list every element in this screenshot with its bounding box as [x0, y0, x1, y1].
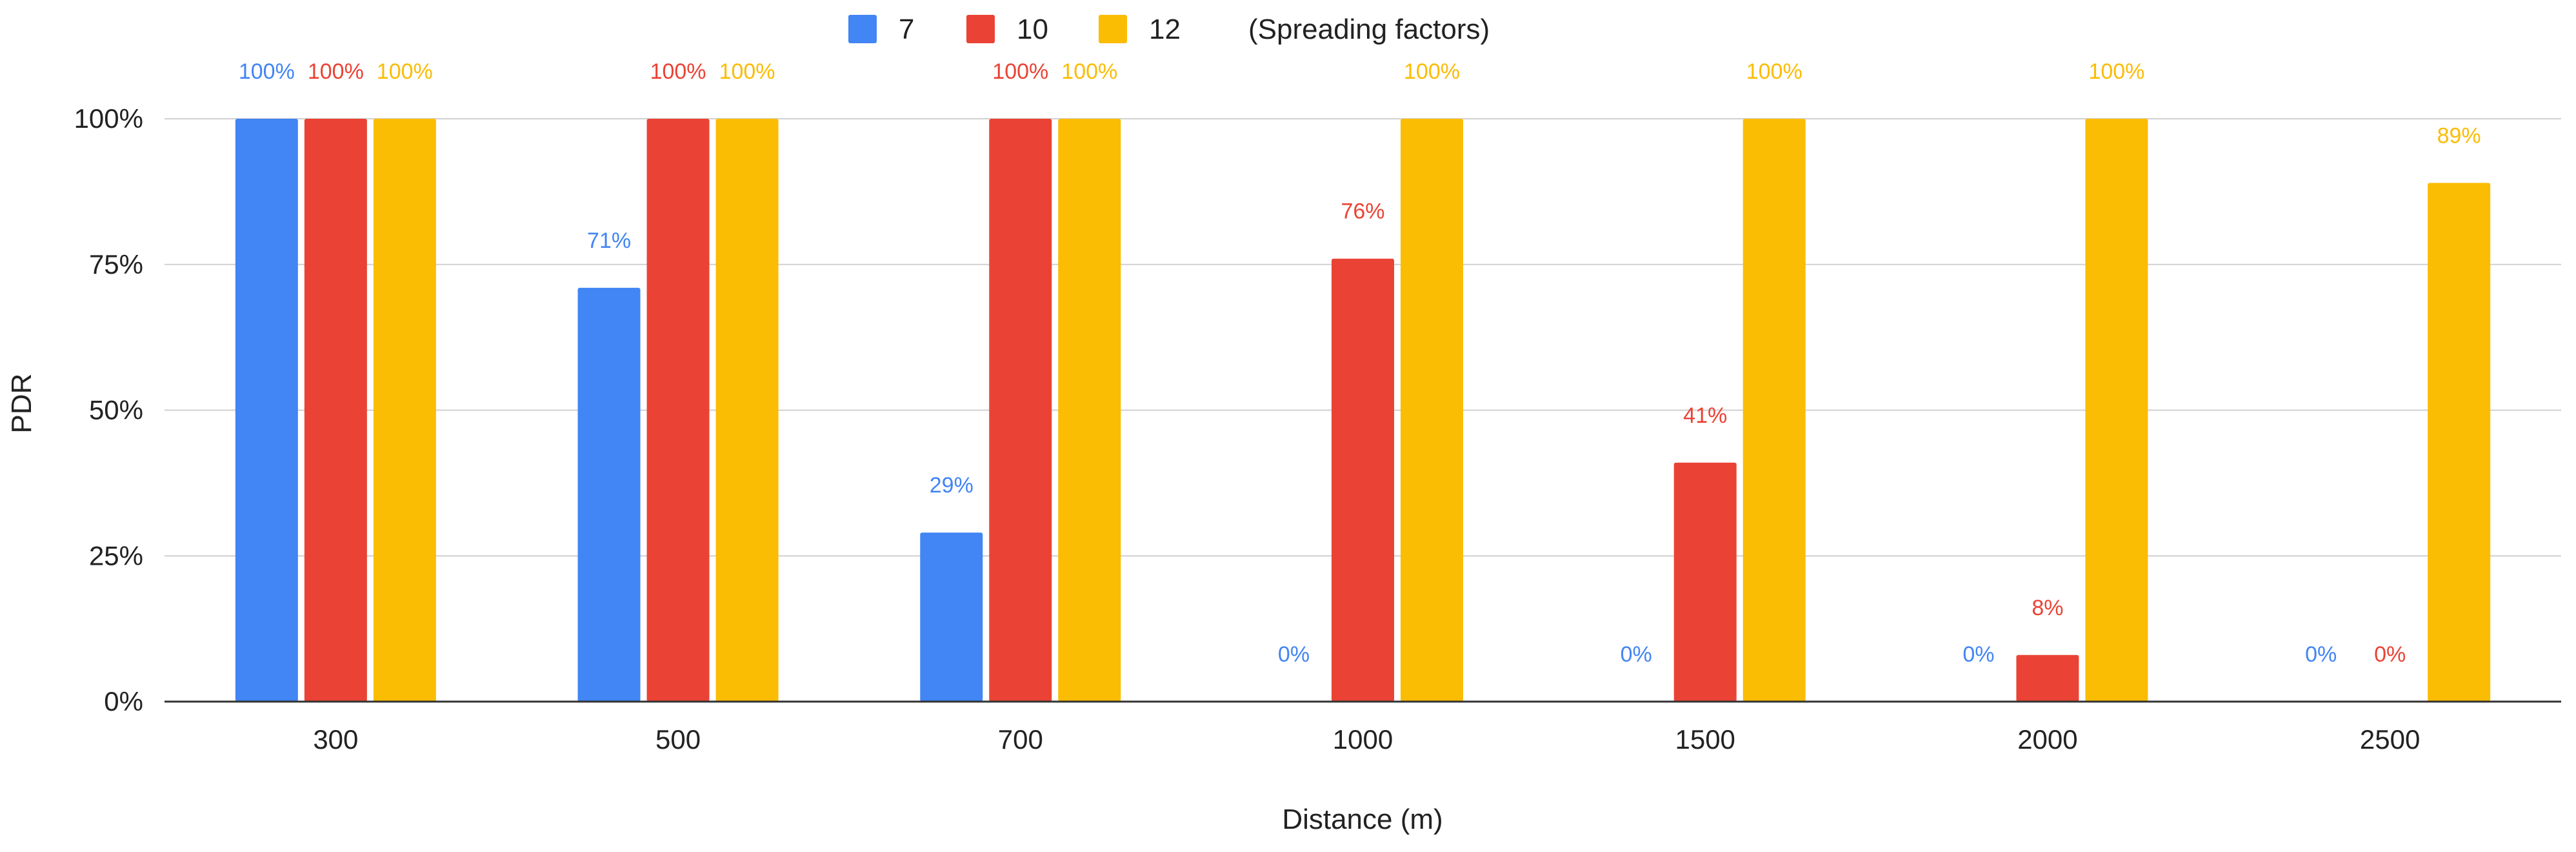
data-label-sf7-2000: 0%: [1962, 642, 1994, 667]
bar-sf7-700: [920, 532, 983, 702]
bar-sf10-700: [989, 119, 1052, 702]
data-label-sf12-1500: 100%: [1746, 59, 1802, 84]
bar-sf12-2500: [2428, 183, 2491, 702]
bar-sf7-500: [577, 287, 641, 702]
bar-sf12-1500: [1742, 119, 1806, 702]
bar-sf12-300: [373, 119, 436, 702]
y-tick-label: 50%: [89, 395, 143, 425]
x-tick-label: 2000: [2017, 724, 2077, 755]
y-axis-title: PDR: [6, 374, 37, 434]
data-label-sf12-1000: 100%: [1404, 59, 1460, 84]
data-label-sf10-2000: 8%: [2032, 596, 2063, 620]
y-tick-label: 75%: [89, 249, 143, 279]
y-tick-label: 100%: [74, 103, 143, 134]
legend-label-sf12: 12: [1149, 14, 1181, 45]
legend: 7 10 12 (Spreading factors): [848, 14, 1490, 45]
bar-sf12-700: [1058, 119, 1121, 702]
data-label-sf10-1000: 76%: [1341, 199, 1384, 224]
data-label-sf10-1500: 41%: [1683, 403, 1727, 428]
data-label-sf7-700: 29%: [930, 473, 973, 498]
data-label-sf12-2000: 100%: [2088, 59, 2144, 84]
bar-sf12-1000: [1401, 119, 1463, 702]
bar-sf10-500: [646, 119, 710, 702]
data-labels: 100% 100% 100% 71% 100% 100% 29% 100% 100% 0% 76% 1…: [239, 59, 2481, 667]
legend-label-sf7: 7: [899, 14, 914, 45]
bar-sf10-1500: [1673, 462, 1737, 702]
data-label-sf7-1000: 0%: [1278, 642, 1310, 667]
data-label-sf12-500: 100%: [719, 59, 775, 84]
legend-swatch-sf7: [848, 15, 877, 43]
bar-sf7-300: [235, 119, 298, 702]
legend-suffix: (Spreading factors): [1248, 14, 1490, 45]
axes: 0% 25% 50% 75% 100% 300 500 700 1000 1500 2000 2500: [74, 103, 2561, 755]
data-label-sf10-300: 100%: [308, 59, 364, 84]
bar-sf12-2000: [2085, 119, 2148, 702]
x-tick-label: 1000: [1333, 724, 1393, 755]
legend-label-sf10: 10: [1017, 14, 1048, 45]
bar-sf10-1000: [1332, 258, 1394, 702]
data-label-sf7-1500: 0%: [1621, 642, 1652, 667]
bar-sf10-300: [304, 119, 367, 702]
data-label-sf7-2500: 0%: [2305, 642, 2337, 667]
x-tick-label: 1500: [1675, 724, 1735, 755]
x-tick-label: 700: [998, 724, 1043, 755]
data-label-sf7-300: 100%: [239, 59, 295, 84]
y-tick-label: 25%: [89, 540, 143, 571]
bar-sf10-2000: [2016, 654, 2079, 702]
data-label-sf12-300: 100%: [377, 59, 433, 84]
bar-series: [235, 119, 2491, 702]
data-label-sf7-500: 71%: [587, 228, 631, 253]
legend-swatch-sf10: [966, 15, 995, 43]
legend-swatch-sf12: [1099, 15, 1127, 43]
x-tick-label: 2500: [2360, 724, 2420, 755]
x-tick-label: 500: [655, 724, 701, 755]
data-label-sf10-2500: 0%: [2374, 642, 2406, 667]
data-label-sf12-700: 100%: [1061, 59, 1117, 84]
data-label-sf12-2500: 89%: [2437, 123, 2481, 148]
y-tick-label: 0%: [104, 686, 143, 716]
data-label-sf10-500: 100%: [650, 59, 706, 84]
bar-sf12-500: [715, 119, 779, 702]
x-tick-label: 300: [313, 724, 358, 755]
data-label-sf10-700: 100%: [992, 59, 1048, 84]
x-axis-title: Distance (m): [1282, 804, 1443, 835]
